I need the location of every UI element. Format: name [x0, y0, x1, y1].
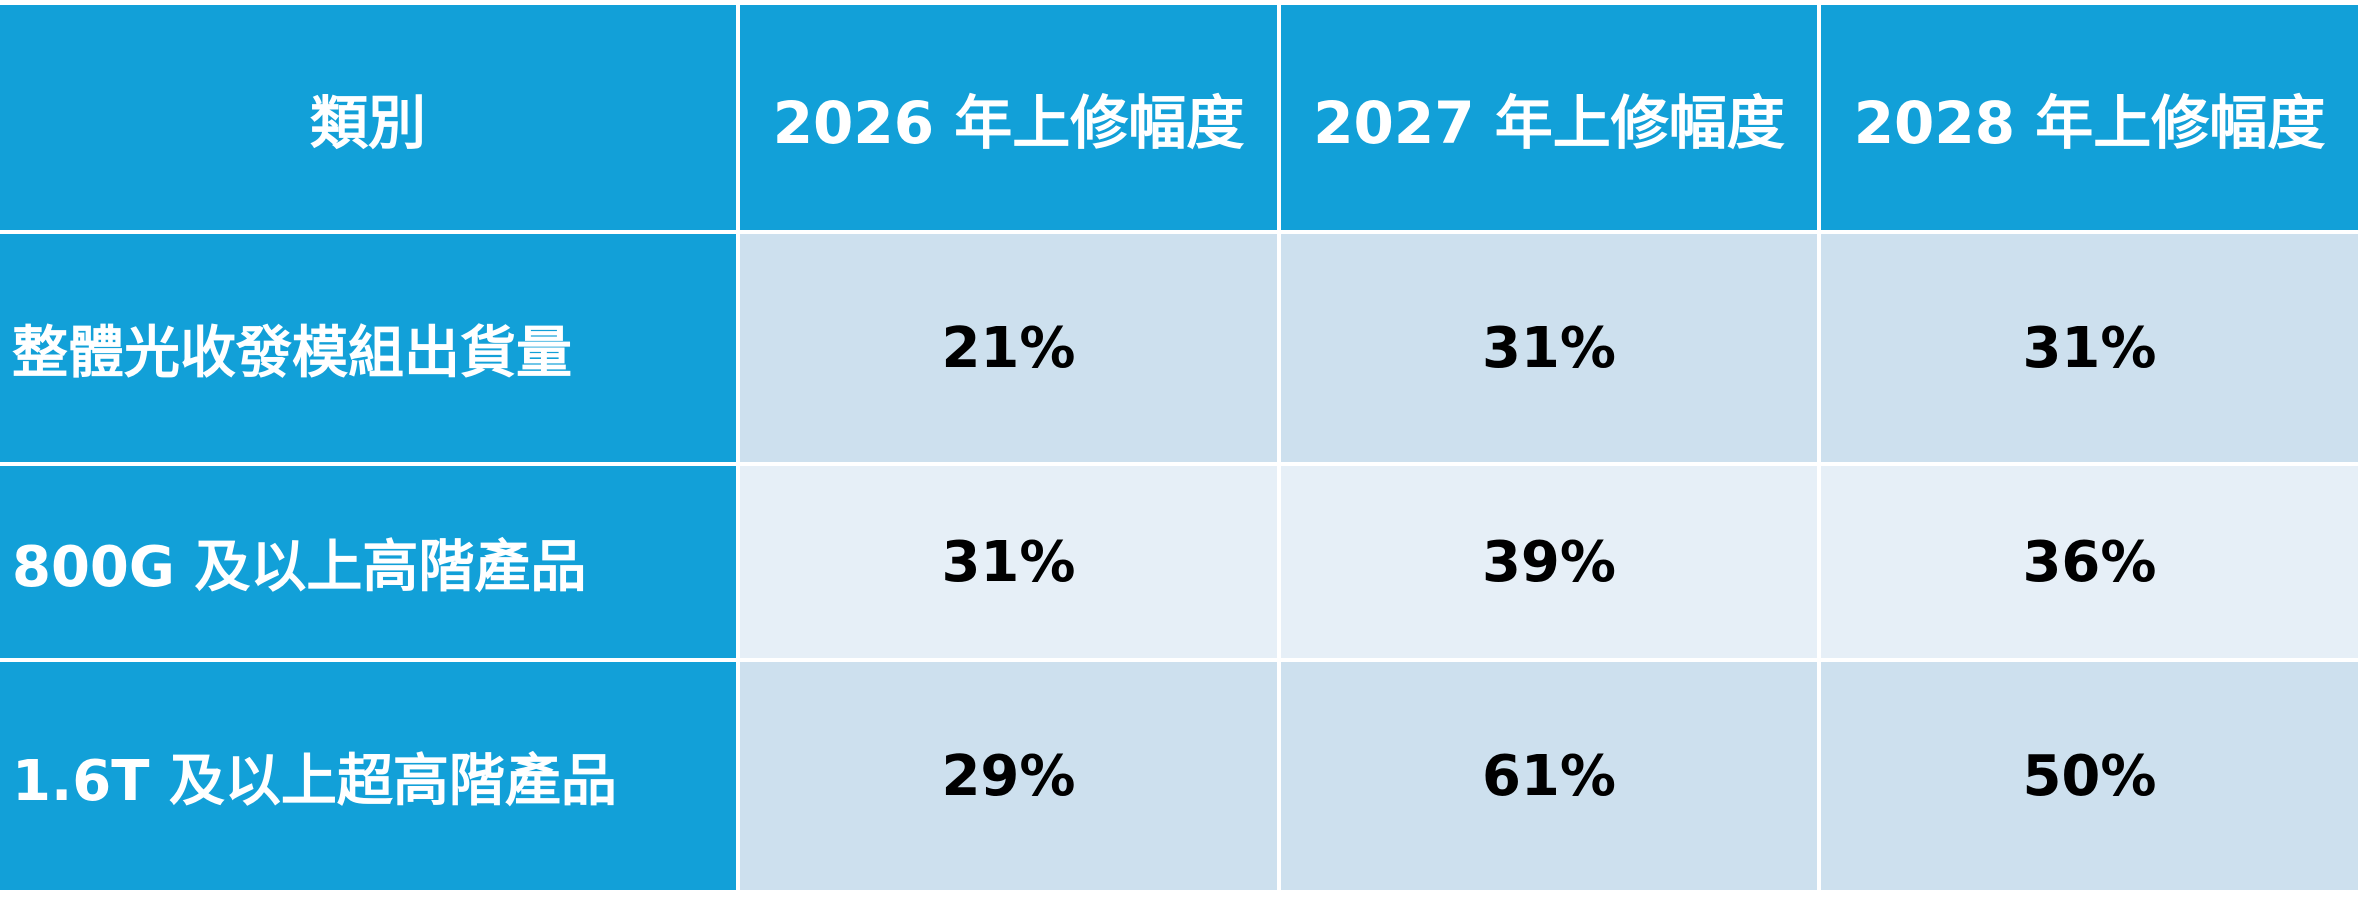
- value-cell: 31%: [740, 466, 1277, 658]
- header-cell: 2027 年上修幅度: [1281, 5, 1817, 230]
- header-cell: 2026 年上修幅度: [740, 5, 1277, 230]
- value-cell: 31%: [1821, 234, 2358, 462]
- value-cell: 36%: [1821, 466, 2358, 658]
- row-label: 整體光收發模組出貨量: [0, 234, 736, 462]
- table: 類別 2026 年上修幅度 2027 年上修幅度 2028 年上修幅度整體光收發模組出…: [0, 5, 2360, 895]
- value-cell: 21%: [740, 234, 1277, 462]
- row-label: 800G 及以上高階產品: [0, 466, 736, 658]
- value-cell: 31%: [1281, 234, 1817, 462]
- header-cell: 2028 年上修幅度: [1821, 5, 2358, 230]
- value-cell: 29%: [740, 662, 1277, 890]
- header-cell: 類別: [0, 5, 736, 230]
- value-cell: 50%: [1821, 662, 2358, 890]
- value-cell: 39%: [1281, 466, 1817, 658]
- value-cell: 61%: [1281, 662, 1817, 890]
- row-label: 1.6T 及以上超高階產品: [0, 662, 736, 890]
